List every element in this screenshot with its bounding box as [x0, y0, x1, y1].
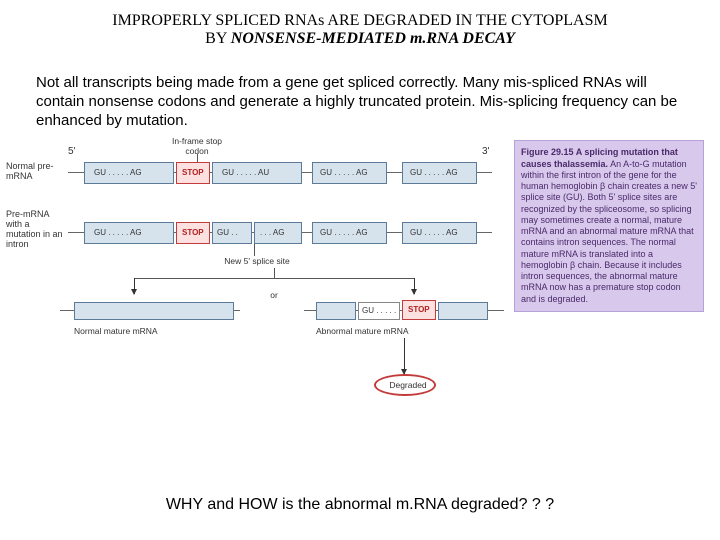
fork-left-arrow: [134, 278, 135, 294]
three-prime-label: 3': [482, 146, 489, 157]
fork-right-arrow: [414, 278, 415, 294]
row2-stop-text: STOP: [182, 228, 204, 237]
title-prefix: BY: [205, 30, 231, 47]
row2-intron2b-text: . . . AG: [260, 228, 284, 237]
row2-intron3-text: GU . . . . . AG: [320, 228, 368, 237]
or-label: or: [262, 290, 286, 300]
title-block: IMPROPERLY SPLICED RNAs ARE DEGRADED IN …: [0, 0, 720, 56]
row1-intron1-text: GU . . . . . AG: [94, 168, 142, 177]
abnormal-stop-text: STOP: [408, 305, 430, 314]
row1-guau-text: GU . . . . . AU: [222, 168, 269, 177]
row1-label: Normal pre-mRNA: [6, 162, 66, 182]
row2-intron1-text: GU . . . . . AG: [94, 228, 142, 237]
title-emphasis: NONSENSE-MEDIATED m.RNA DECAY: [231, 30, 515, 47]
five-prime-label: 5': [68, 146, 75, 157]
inframe-connector: [197, 154, 198, 162]
caption-text: An A-to-G mutation within the first intr…: [521, 159, 697, 304]
row2-intron2a-text: GU . .: [217, 228, 238, 237]
body-paragraph: Not all transcripts being made from a ge…: [0, 56, 720, 140]
figure-caption: Figure 29.15 A splicing mutation that ca…: [514, 140, 704, 312]
abnormal-seg1: [316, 302, 356, 320]
abnormal-mature-label: Abnormal mature mRNA: [316, 326, 486, 336]
row2-intron4-text: GU . . . . . AG: [410, 228, 458, 237]
normal-mature-label: Normal mature mRNA: [74, 326, 234, 336]
row2-label: Pre-mRNA with a mutation in an intron: [6, 210, 66, 250]
title-line-1: IMPROPERLY SPLICED RNAs ARE DEGRADED IN …: [40, 12, 680, 30]
title-line-2: BY NONSENSE-MEDIATED m.RNA DECAY: [40, 30, 680, 48]
degraded-oval: [374, 374, 436, 396]
normal-mrna: [74, 302, 234, 320]
abnormal-gu-text: GU . . . . .: [362, 306, 396, 315]
row1-stop-text: STOP: [182, 168, 204, 177]
row1-intron4-text: GU . . . . . AG: [410, 168, 458, 177]
question-text: WHY and HOW is the abnormal m.RNA degrad…: [0, 496, 720, 514]
diagram: Figure 29.15 A splicing mutation that ca…: [4, 140, 704, 460]
abnormal-seg3: [438, 302, 488, 320]
splice-connector: [254, 244, 255, 256]
degrade-arrow: [404, 338, 405, 374]
new-splice-label: New 5' splice site: [212, 256, 302, 266]
row1-intron3-text: GU . . . . . AG: [320, 168, 368, 177]
fork-stem: [274, 268, 275, 278]
inframe-label: In-frame stop codon: [162, 136, 232, 156]
fork-bar: [134, 278, 414, 279]
